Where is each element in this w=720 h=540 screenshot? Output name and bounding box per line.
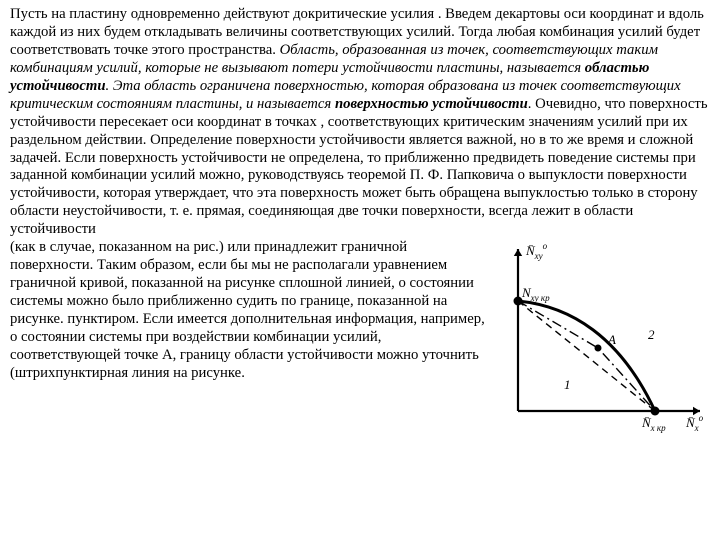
text-p1e: поверхностью устойчивости — [335, 96, 528, 112]
text-p1f: . Очевидно, что поверхность устойчивости… — [10, 96, 708, 238]
svg-text:2: 2 — [648, 327, 655, 342]
stability-figure: N̄xyoNxy крA12N̄x крN̄xo — [500, 241, 710, 441]
text-p2: (как в случае, показанном на рис.) или п… — [10, 239, 485, 381]
svg-text:1: 1 — [564, 377, 571, 392]
page: Пусть на пластину одновременно действуют… — [0, 0, 720, 383]
svg-text:A: A — [607, 332, 616, 347]
paragraph-wrap: N̄xyoNxy крA12N̄x крN̄xo (как в случае, … — [10, 239, 710, 383]
paragraph-top: Пусть на пластину одновременно действуют… — [10, 6, 710, 239]
